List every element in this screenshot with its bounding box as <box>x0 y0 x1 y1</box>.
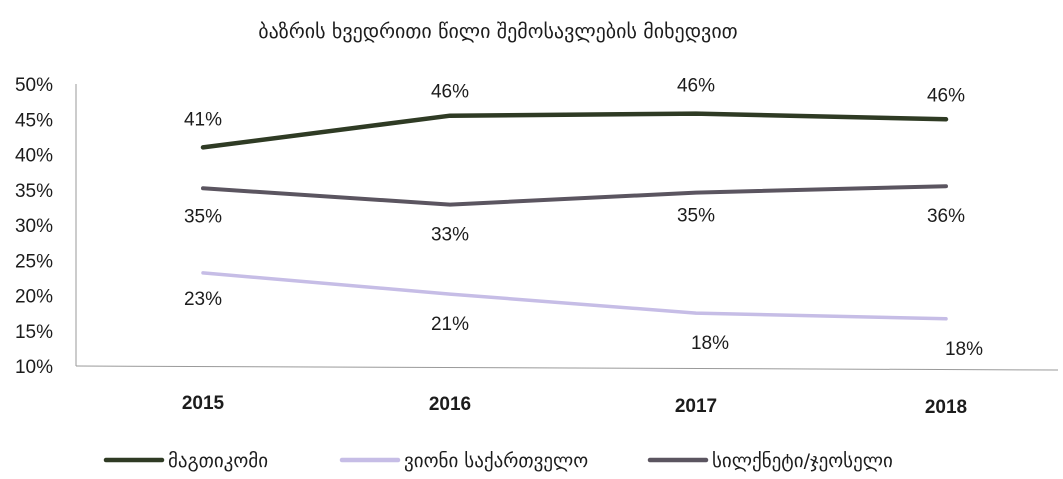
data-point <box>201 186 205 190</box>
data-label: 23% <box>184 289 222 310</box>
series-line-3 <box>201 184 948 207</box>
y-tick-label: 50% <box>15 75 53 96</box>
data-point <box>448 114 452 118</box>
data-label: 21% <box>431 314 469 335</box>
chart-title: ბაზრის ხვედრითი წილი შემოსავლების მიხედვ… <box>258 19 737 43</box>
y-tick-label: 40% <box>15 146 53 167</box>
x-axis-line <box>75 365 1059 371</box>
x-tick-label: 2015 <box>182 393 225 414</box>
data-point <box>944 184 948 188</box>
data-label: 46% <box>431 82 469 103</box>
y-tick-label: 35% <box>15 181 53 202</box>
data-point <box>694 112 698 116</box>
y-tick-label: 20% <box>15 287 53 308</box>
legend-label: სილქნეტი/ჯეოსელი <box>712 450 893 472</box>
x-axis: 2015 2016 2017 2018 <box>75 365 1059 418</box>
data-point <box>944 117 948 121</box>
y-tick-label: 45% <box>15 110 53 131</box>
data-label: 36% <box>927 206 965 227</box>
data-point <box>694 311 698 315</box>
legend: მაგთიკომი ვიონი საქართველო სილქნეტი/ჯეოსელ… <box>103 450 893 472</box>
data-point <box>448 292 452 296</box>
series-line-2 <box>201 271 948 321</box>
x-tick-label: 2017 <box>675 396 717 417</box>
data-point <box>944 317 948 321</box>
y-tick-label: 10% <box>15 357 53 378</box>
x-tick-label: 2016 <box>429 394 471 415</box>
legend-item: მაგთიკომი <box>103 450 268 472</box>
data-point <box>448 203 452 207</box>
x-tick-label: 2018 <box>925 397 967 418</box>
data-label: 33% <box>431 225 469 246</box>
data-point <box>201 145 205 149</box>
legend-item: ვიონი საქართველო <box>339 450 588 472</box>
data-label: 41% <box>184 109 222 130</box>
data-label: 46% <box>927 85 965 106</box>
data-label: 18% <box>691 333 729 354</box>
data-point <box>694 191 698 195</box>
legend-item: სილქნეტი/ჯეოსელი <box>647 450 893 472</box>
y-tick-label: 30% <box>15 216 53 237</box>
y-axis: 10% 15% 20% 25% 30% 35% 40% 45% 50% <box>15 75 77 378</box>
data-label: 18% <box>945 339 983 360</box>
data-labels: 41% 46% 46% 46% 23% 21% 18% 18% 35% 33% 35% 36% <box>184 76 983 360</box>
data-point <box>201 271 205 275</box>
y-tick-label: 25% <box>15 251 53 272</box>
legend-label: მაგთიკომი <box>168 450 268 472</box>
legend-label: ვიონი საქართველო <box>404 450 588 472</box>
data-label: 35% <box>184 206 222 227</box>
series-line-1 <box>200 111 949 150</box>
y-tick-label: 15% <box>15 322 53 343</box>
data-label: 35% <box>677 206 715 227</box>
data-label: 46% <box>677 76 715 97</box>
series-layer <box>200 111 949 321</box>
